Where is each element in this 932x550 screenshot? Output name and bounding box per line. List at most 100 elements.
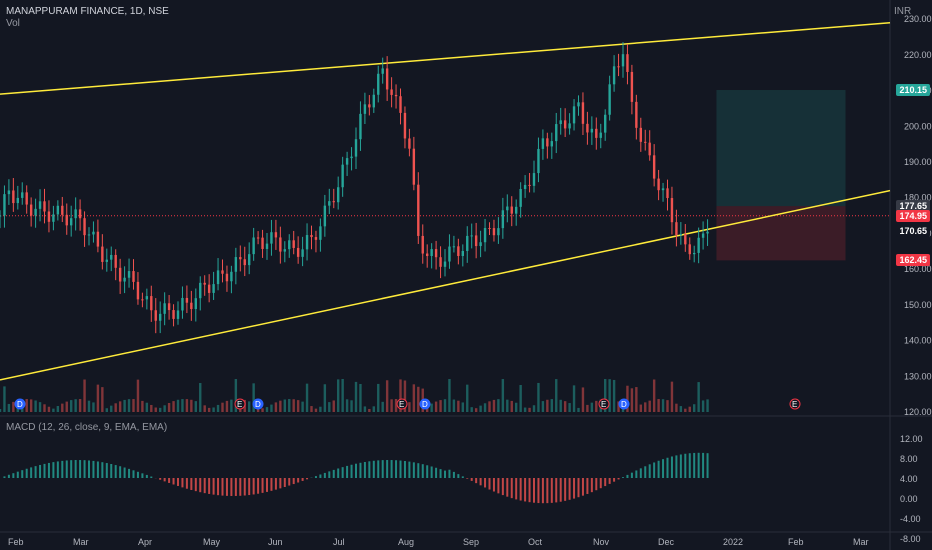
volume-bar: [381, 401, 384, 412]
macd-hist-bar: [399, 460, 402, 478]
volume-bar: [279, 400, 282, 412]
macd-hist-bar: [510, 478, 513, 499]
volume-bar: [34, 400, 37, 412]
volume-bar: [354, 381, 358, 412]
candle-body: [381, 68, 384, 74]
macd-hist-bar: [630, 472, 633, 478]
volume-bar: [270, 404, 273, 412]
volume-bar: [448, 379, 451, 412]
candle-body: [706, 231, 709, 234]
candle-body: [199, 282, 202, 299]
volume-bar: [559, 399, 562, 412]
volume-bar: [546, 399, 549, 412]
candle-body: [127, 271, 131, 278]
volume-bar: [52, 408, 55, 412]
candle-body: [207, 284, 211, 293]
candle-body: [648, 142, 651, 156]
macd-hist-bar: [697, 452, 700, 478]
candle-body: [270, 232, 273, 244]
candle-body: [212, 284, 215, 293]
macd-hist-bar: [319, 474, 322, 478]
volume-bar: [225, 400, 229, 412]
candle-body: [626, 54, 629, 72]
volume-bar: [488, 401, 491, 412]
candle-body: [181, 297, 184, 311]
event-marker-e: [234, 398, 246, 410]
candle-body: [70, 218, 73, 226]
price-tag-stop: 162.45: [896, 254, 930, 267]
candle-body: [221, 270, 224, 274]
candle-body: [546, 138, 549, 147]
macd-hist-bar: [257, 478, 260, 494]
candle-body: [697, 237, 700, 253]
macd-hist-bar: [497, 478, 500, 494]
macd-hist-bar: [101, 462, 104, 478]
volume-bar: [25, 399, 28, 412]
volume-bar: [12, 401, 15, 412]
macd-hist-bar: [208, 478, 211, 494]
volume-bar: [612, 379, 616, 412]
volume-bar: [684, 408, 687, 412]
macd-hist-bar: [337, 468, 340, 478]
candle-body: [701, 233, 705, 238]
volume-bar: [563, 401, 567, 412]
macd-hist-bar: [292, 478, 295, 485]
macd-hist-bar: [341, 467, 344, 478]
macd-hist-bar: [484, 478, 487, 488]
volume-bar: [132, 399, 135, 412]
candle-body: [363, 104, 367, 114]
macd-hist-bar: [283, 478, 286, 487]
event-marker-e: [396, 398, 408, 410]
macd-hist-bar: [466, 478, 469, 479]
volume-bar: [83, 379, 86, 412]
macd-hist-bar: [488, 478, 491, 490]
volume-bar: [203, 405, 206, 412]
time-tick-label: Apr: [138, 537, 152, 547]
price-tag-last: 174.95: [896, 209, 930, 222]
volume-bar: [701, 400, 705, 412]
macd-hist-bar: [92, 460, 95, 478]
candle-body: [248, 254, 251, 266]
macd-hist-bar: [377, 460, 380, 478]
macd-hist-bar: [266, 478, 268, 492]
candle-body: [439, 257, 442, 267]
candle-body: [528, 184, 531, 186]
volume-bar: [296, 400, 300, 412]
macd-hist-bar: [644, 466, 647, 478]
candle-body: [430, 249, 433, 257]
macd-hist-bar: [386, 460, 389, 478]
candle-body: [56, 205, 60, 215]
macd-hist-bar: [203, 478, 206, 494]
candle-body: [38, 201, 42, 209]
macd-hist-bar: [363, 461, 366, 478]
macd-hist-bar: [297, 478, 300, 483]
macd-hist-bar: [608, 478, 611, 484]
macd-hist-bar: [403, 461, 406, 478]
macd-hist-bar: [559, 478, 562, 502]
volume-label: Vol: [6, 18, 20, 29]
candle-body: [288, 240, 291, 250]
event-marker-label: E: [792, 400, 797, 409]
candle-body: [394, 94, 398, 97]
candle-body: [635, 101, 638, 128]
macd-hist-bar: [194, 478, 197, 492]
macd-hist-bar: [622, 477, 624, 478]
macd-hist-bar: [25, 468, 28, 478]
volume-bar: [199, 383, 202, 412]
volume-bar: [679, 406, 683, 412]
candle-body: [274, 232, 278, 238]
event-marker-label: E: [237, 400, 242, 409]
macd-hist-bar: [114, 465, 117, 478]
currency-label: INR: [894, 6, 912, 17]
candle-body: [78, 209, 82, 219]
candle-body: [470, 235, 473, 237]
candle-body: [377, 73, 380, 95]
volume-bar: [519, 385, 522, 412]
macd-hist-bar: [412, 462, 415, 478]
candle-body: [25, 192, 28, 205]
candle-body: [492, 228, 496, 236]
volume-bar: [403, 380, 407, 412]
volume-bar: [595, 400, 598, 412]
macd-hist-bar: [177, 478, 179, 486]
